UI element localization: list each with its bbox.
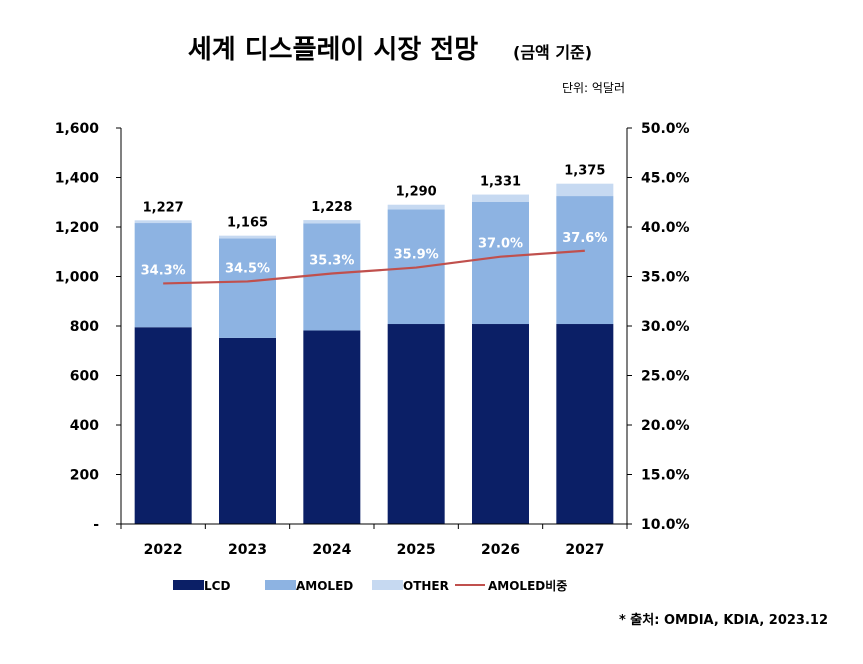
total-label-2023: 1,165: [227, 216, 268, 231]
legend-label-amoled-share: AMOLED비중: [488, 578, 567, 593]
bar-amoled-2026: [472, 202, 529, 325]
bar-lcd-2024: [303, 330, 361, 524]
x-tick-label-2024: 2024: [312, 542, 351, 558]
bar-lcd-2026: [472, 324, 529, 524]
legend-label-lcd: LCD: [204, 579, 230, 593]
bar-other-2027: [556, 183, 614, 197]
y-left-tick-label: 1,600: [55, 121, 100, 137]
total-label-2027: 1,375: [564, 164, 605, 179]
total-label-2022: 1,227: [143, 200, 184, 215]
y-right-tick-label: 10.0%: [641, 517, 690, 533]
amoled-share-label-2024: 35.3%: [309, 254, 354, 269]
chart-subtitle: (금액 기준): [513, 43, 592, 62]
legend-label-amoled: AMOLED: [296, 579, 353, 593]
line-group: [163, 249, 585, 285]
x-tick-label-2025: 2025: [397, 542, 436, 558]
axes-group: - 200 400 600 800 1,000 1,200 1,400 1,600 10.0% 15…: [55, 121, 690, 558]
y-right-tick-label: 25.0%: [641, 369, 690, 385]
bar-lcd-2022: [134, 327, 192, 524]
y-right-tick-label: 35.0%: [641, 270, 690, 286]
amoled-share-label-2025: 35.9%: [394, 248, 439, 263]
chart-title: 세계 디스플레이 시장 전망: [188, 35, 478, 65]
bar-amoled-2027: [556, 196, 614, 325]
bar-lcd-2025: [387, 324, 445, 524]
source-note: * 출처: OMDIA, KDIA, 2023.12: [619, 612, 828, 628]
y-right-tick-label: 30.0%: [641, 319, 690, 335]
y-left-tick-label: 1,000: [55, 270, 100, 286]
legend: LCD AMOLED OTHER AMOLED비중: [173, 578, 567, 593]
legend-swatch-amoled: [265, 580, 296, 590]
total-label-2025: 1,290: [396, 185, 437, 200]
bar-other-2024: [303, 220, 361, 224]
y-left-tick-label: 800: [70, 319, 99, 335]
bar-lcd-2027: [556, 324, 614, 524]
x-tick-label-2023: 2023: [228, 542, 267, 558]
y-right-tick-label: 50.0%: [641, 121, 690, 137]
bar-other-2026: [472, 194, 529, 203]
legend-swatch-lcd: [173, 580, 204, 590]
total-label-2024: 1,228: [311, 200, 352, 215]
y-left-tick-label: 1,400: [55, 171, 100, 187]
bars-group: [134, 183, 614, 524]
y-right-tick-label: 15.0%: [641, 468, 690, 484]
bar-amoled-2024: [303, 223, 361, 331]
labels-group: 1,227 1,165 1,228 1,290 1,331 1,375 34.3% 34.5%…: [141, 164, 608, 279]
bar-other-2023: [219, 235, 276, 239]
amoled-share-label-2027: 37.6%: [562, 231, 607, 246]
y-right-tick-label: 20.0%: [641, 418, 690, 434]
amoled-share-line: [163, 249, 585, 285]
legend-label-other: OTHER: [403, 579, 449, 593]
bar-other-2022: [134, 220, 192, 224]
y-right-tick-label: 40.0%: [641, 220, 690, 236]
bar-other-2025: [387, 204, 445, 210]
y-left-tick-label: 400: [70, 418, 99, 434]
x-tick-label-2022: 2022: [144, 542, 183, 558]
x-tick-label-2026: 2026: [481, 542, 520, 558]
x-tick-label-2027: 2027: [565, 542, 604, 558]
y-left-tick-label: -: [93, 517, 99, 533]
bar-amoled-2023: [219, 238, 276, 338]
total-label-2026: 1,331: [480, 175, 521, 190]
amoled-share-label-2023: 34.5%: [225, 261, 270, 276]
unit-label: 단위: 억달러: [562, 81, 625, 95]
y-left-tick-label: 1,200: [55, 220, 100, 236]
y-right-tick-label: 45.0%: [641, 171, 690, 187]
amoled-share-label-2026: 37.0%: [478, 237, 523, 252]
y-left-tick-label: 200: [70, 468, 99, 484]
legend-swatch-other: [372, 580, 403, 590]
y-left-tick-label: 600: [70, 369, 99, 385]
bar-amoled-2022: [134, 223, 192, 328]
bar-lcd-2023: [219, 337, 276, 524]
amoled-share-label-2022: 34.3%: [141, 263, 186, 278]
